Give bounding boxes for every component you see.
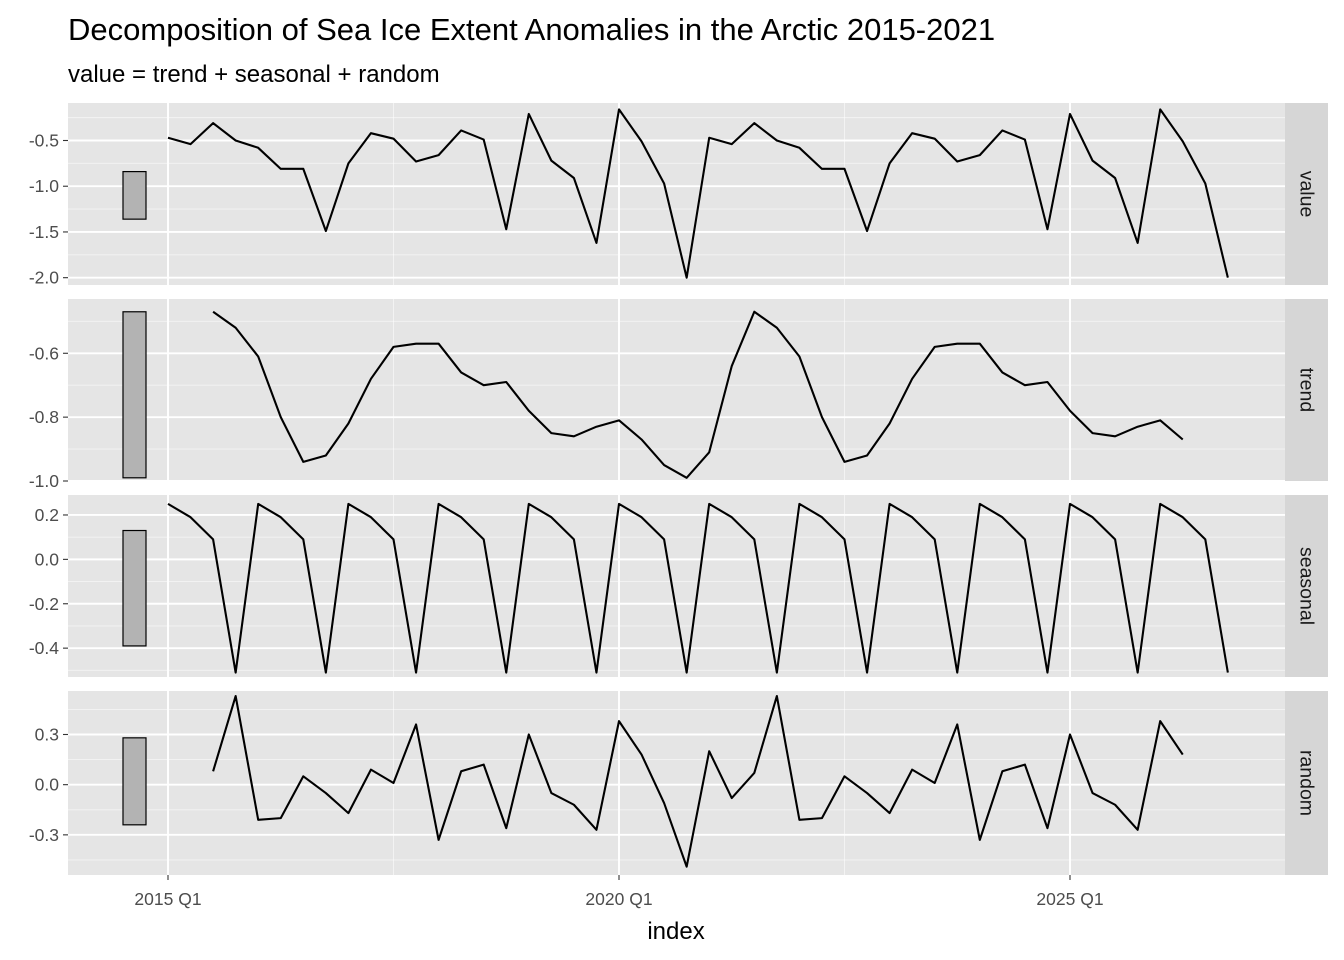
- panel-background: [68, 691, 1285, 875]
- y-tick-label: -1.0: [29, 471, 59, 491]
- y-tick-label: -0.2: [29, 594, 59, 614]
- panel-background: [68, 495, 1285, 677]
- range-bar: [122, 311, 147, 479]
- series-line-value: [167, 108, 1229, 279]
- y-tick-label: -2.0: [29, 268, 59, 288]
- y-tick-label: -1.5: [29, 222, 59, 242]
- panel-value: -0.5 -1.0 -1.5 -2.0 value: [29, 103, 1328, 288]
- x-tick-label: 2020 Q1: [585, 889, 652, 909]
- facet-strip-label: random: [1296, 750, 1318, 816]
- panel-background: [68, 103, 1285, 285]
- y-tick-label: -1.0: [29, 176, 59, 196]
- chart-subtitle: value = trend + seasonal + random: [68, 61, 440, 88]
- panel-seasonal: 0.2 0.0 -0.2 -0.4 seasonal: [29, 495, 1328, 677]
- y-tick-label: -0.6: [29, 343, 59, 363]
- y-tick-label: -0.5: [29, 130, 59, 150]
- panel-random: 0.3 0.0 -0.3 random: [29, 691, 1328, 875]
- range-bar: [122, 737, 147, 826]
- facet-strip-label: seasonal: [1296, 547, 1318, 625]
- y-tick-label: 0.2: [35, 505, 59, 525]
- x-axis-title: index: [647, 918, 704, 945]
- facet-panels: -0.5 -1.0 -1.5 -2.0 value -0.6 -0.8 -1.0 trend 0.…: [29, 103, 1328, 875]
- facet-strip: [1285, 495, 1328, 677]
- panel-trend: -0.6 -0.8 -1.0 trend: [29, 299, 1328, 491]
- range-bar: [122, 529, 147, 647]
- panel-background: [68, 299, 1285, 481]
- series-line-random: [212, 694, 1184, 868]
- series-line-trend: [212, 310, 1184, 479]
- chart-title: Decomposition of Sea Ice Extent Anomalie…: [68, 12, 995, 47]
- y-tick-label: 0.0: [35, 775, 60, 795]
- y-tick-label: -0.8: [29, 407, 59, 427]
- y-tick-label: 0.0: [35, 549, 60, 569]
- facet-strip: [1285, 299, 1328, 481]
- facet-strip: [1285, 691, 1328, 875]
- y-tick-label: -0.3: [29, 825, 59, 845]
- x-tick-label: 2025 Q1: [1036, 889, 1103, 909]
- x-axis: 2015 Q1 2020 Q1 2025 Q1: [134, 875, 1104, 909]
- y-tick-label: 0.3: [35, 724, 59, 744]
- facet-strip-label: value: [1296, 171, 1318, 218]
- facet-strip-label: trend: [1296, 368, 1318, 412]
- facet-strip: [1285, 103, 1328, 285]
- series-line-seasonal: [167, 502, 1229, 674]
- range-bar: [122, 170, 147, 220]
- x-tick-label: 2015 Q1: [134, 889, 201, 909]
- y-tick-label: -0.4: [29, 638, 59, 658]
